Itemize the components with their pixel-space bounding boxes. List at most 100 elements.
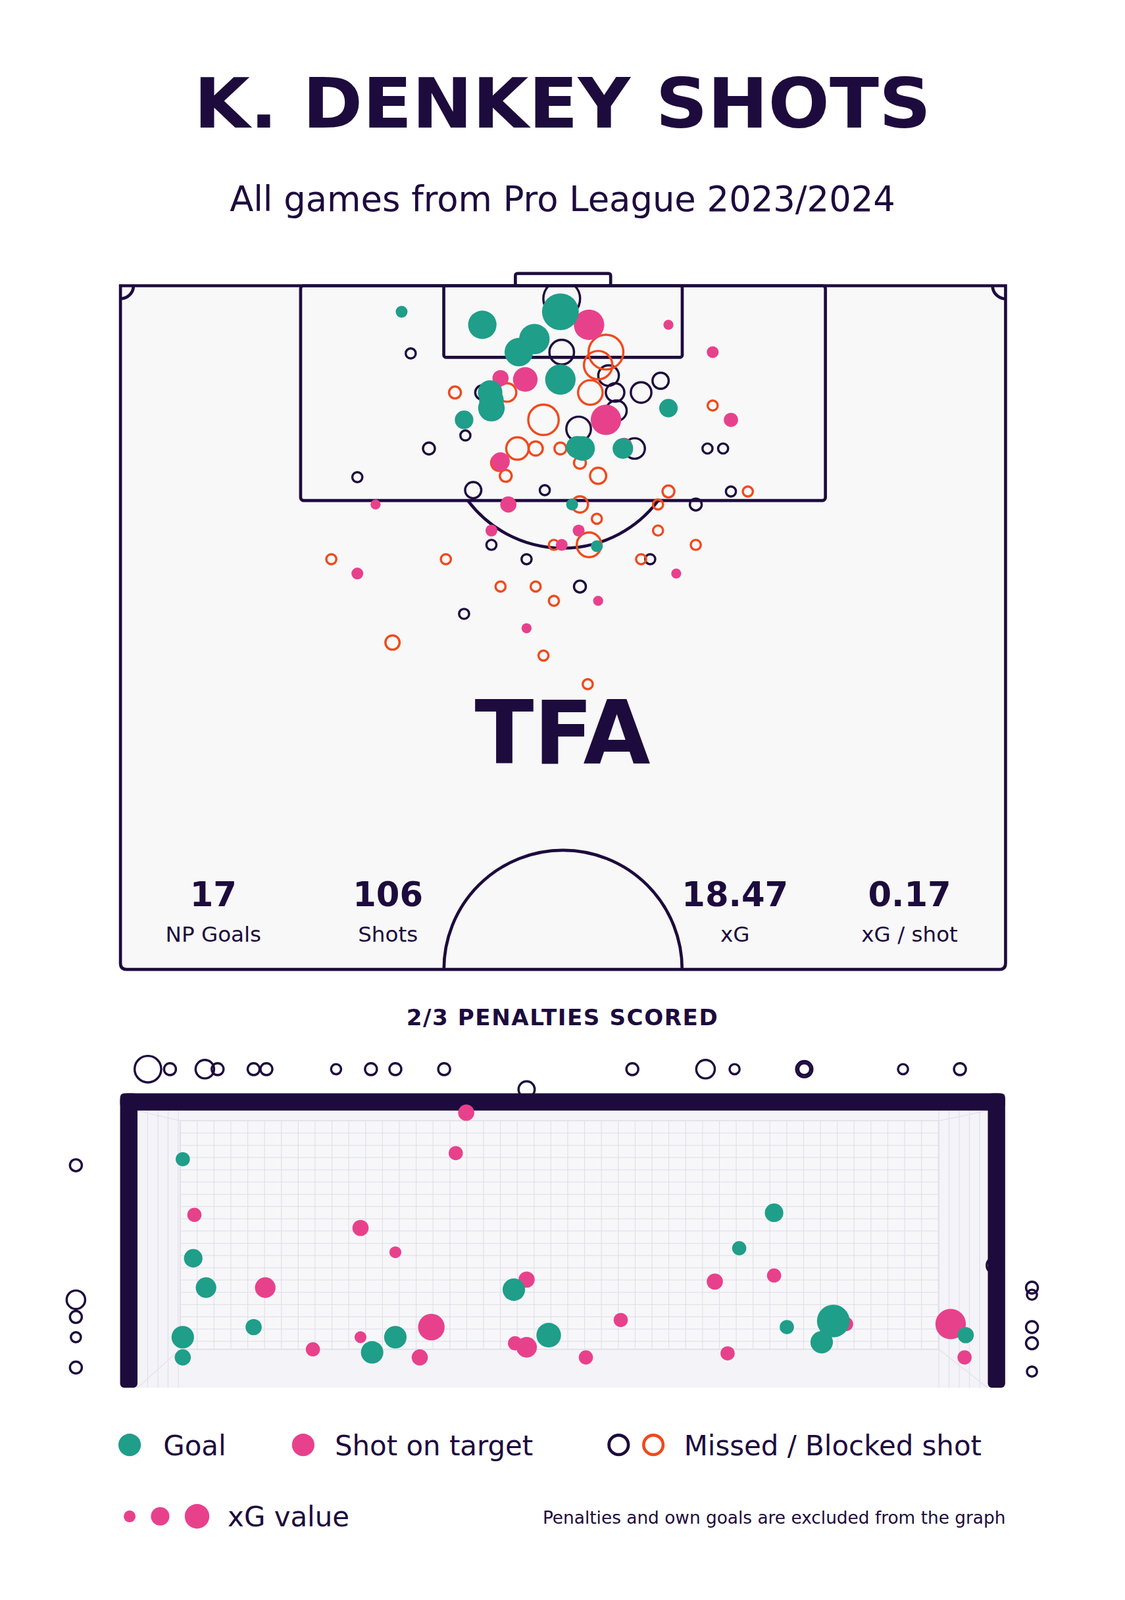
shot	[405, 348, 416, 359]
shot	[717, 443, 728, 454]
six-yard-box	[444, 285, 683, 358]
legend-label: Shot on target	[334, 1430, 533, 1463]
shot	[690, 498, 702, 511]
shot	[478, 388, 504, 413]
shot	[352, 1220, 370, 1237]
shot	[459, 609, 470, 620]
shot	[516, 1337, 537, 1358]
shot	[465, 482, 482, 499]
shot	[395, 305, 408, 318]
shot	[440, 554, 451, 565]
shot	[539, 485, 550, 496]
shot	[171, 1326, 195, 1349]
shot	[530, 581, 541, 592]
shot	[504, 338, 533, 367]
shot	[725, 486, 736, 497]
pitch-lines	[120, 273, 1006, 970]
shot	[502, 1278, 525, 1302]
shot	[69, 1311, 82, 1324]
shot	[653, 500, 664, 510]
background	[0, 0, 1125, 1600]
corner-arc	[992, 285, 1006, 299]
shot	[71, 1332, 81, 1343]
shot	[720, 1346, 735, 1362]
shot	[572, 525, 585, 537]
shot	[66, 1290, 85, 1310]
shot	[798, 1063, 810, 1076]
shot	[702, 443, 713, 454]
shot	[449, 386, 462, 399]
net-back	[180, 1121, 939, 1350]
shot	[536, 1323, 561, 1349]
shot	[706, 1273, 724, 1291]
shot	[500, 496, 517, 514]
shot	[69, 1159, 82, 1172]
shot	[211, 1063, 224, 1076]
footnote: Penalties and own goals are excluded fro…	[542, 1508, 1006, 1529]
shot	[1026, 1321, 1039, 1334]
shot	[662, 485, 675, 498]
post	[120, 1093, 138, 1389]
penalty-box	[300, 285, 826, 501]
shot	[351, 567, 364, 580]
shot	[590, 540, 603, 552]
shot	[505, 437, 529, 460]
stat-label: Shots	[357, 922, 418, 948]
stat-value: 0.17	[867, 875, 951, 915]
shot	[732, 1241, 747, 1256]
shot	[810, 1331, 833, 1354]
legend-label: Missed / Blocked shot	[684, 1430, 982, 1463]
shot	[486, 540, 497, 550]
shot	[659, 399, 678, 418]
shot	[175, 1152, 191, 1168]
pitch-frame	[120, 285, 1006, 970]
shot	[542, 293, 579, 331]
shot	[592, 513, 602, 524]
size-legend-icon	[184, 1504, 210, 1529]
shot	[330, 1064, 341, 1075]
shot	[389, 1246, 402, 1259]
shot	[573, 580, 586, 593]
shot	[326, 554, 337, 565]
watermark: TFA	[475, 682, 651, 785]
legend-icon	[118, 1434, 141, 1457]
shot	[365, 1063, 377, 1076]
shot	[454, 410, 474, 429]
goal	[515, 273, 611, 287]
post	[987, 1093, 1005, 1389]
shot	[69, 1361, 82, 1374]
size-legend-icon	[150, 1507, 170, 1527]
shot	[590, 404, 622, 435]
shot	[384, 1326, 407, 1349]
shot	[1026, 1338, 1039, 1350]
shot	[134, 1056, 162, 1083]
shot	[245, 1319, 262, 1337]
shot	[671, 568, 681, 579]
shot	[986, 1257, 1004, 1275]
shot	[626, 1063, 639, 1076]
shot	[163, 1063, 176, 1076]
shot	[696, 1060, 715, 1079]
stat-label: xG	[720, 922, 750, 948]
stat-label: xG / shot	[861, 922, 958, 948]
shot	[528, 404, 559, 435]
shot	[742, 486, 753, 497]
shot	[898, 1064, 908, 1075]
shot	[361, 1341, 384, 1364]
shot	[796, 1061, 813, 1078]
shot	[195, 1277, 216, 1299]
shot	[521, 623, 532, 634]
shot	[247, 1063, 260, 1076]
penalties-title: 2/3 PENALTIES SCORED	[406, 1004, 720, 1031]
shot	[767, 1269, 782, 1284]
shot	[957, 1350, 972, 1366]
corner-arc	[120, 285, 134, 299]
stat-value: 106	[352, 875, 424, 915]
net-bg	[137, 1111, 989, 1389]
shot	[723, 413, 739, 428]
shot	[630, 382, 652, 403]
shot	[538, 650, 549, 661]
shot	[521, 554, 532, 565]
shot	[652, 373, 670, 390]
shot	[491, 452, 510, 472]
